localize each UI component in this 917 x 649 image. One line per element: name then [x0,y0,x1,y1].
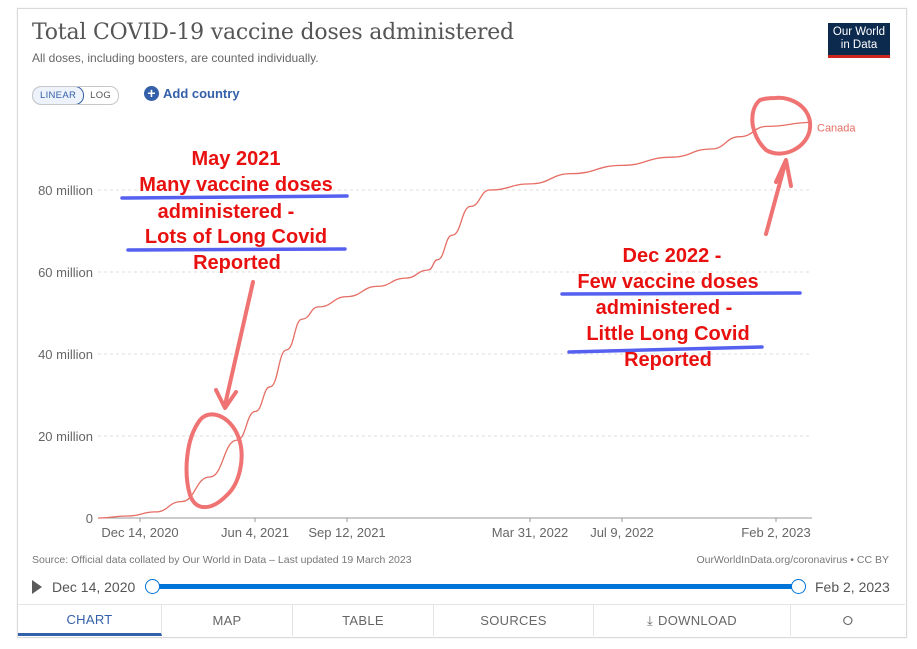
owid-logo[interactable]: Our World in Data [828,23,890,58]
y-tick-label: 80 million [38,183,93,198]
logo-line-1: Our World [832,26,886,38]
note-left-line-3: administered - [158,201,295,223]
y-tick-label: 20 million [38,429,93,444]
note-left-line-1: May 2021 [192,148,281,170]
x-tick-label: Feb 2, 2023 [741,525,810,540]
arrow-dec-2022 [764,162,787,236]
timeline-start-handle[interactable] [145,579,160,594]
note-right-line-2: Few vaccine doses [577,271,758,293]
timeline-end-handle[interactable] [791,579,806,594]
scale-toggle: LINEAR LOG [32,86,120,105]
tab-sources[interactable]: SOURCES [434,605,594,636]
circle-may-2021 [184,412,244,510]
y-tick-label: 60 million [38,265,93,280]
add-country-label: Add country [163,86,240,101]
arrowhead-dec-2022 [774,158,793,188]
tab-bar: CHART MAP TABLE SOURCES ⤓ DOWNLOAD ⭘ [18,604,905,636]
arrow-may-2021 [223,280,255,407]
tab-map[interactable]: MAP [162,605,293,636]
annotation-note-left: May 2021 Many vaccine doses administered… [139,148,332,274]
x-tick-label: Dec 14, 2020 [101,525,178,540]
underline-lots-long-covid [126,247,347,252]
logo-line-2: in Data [840,39,878,51]
note-left-line-4: Lots of Long Covid [145,226,327,248]
chart-title: Total COVID-19 vaccine doses administere… [32,20,514,45]
chart-subtitle: All doses, including boosters, are count… [32,51,319,65]
y-axis-ticks: 0 20 million 40 million 60 million 80 millio… [38,183,93,526]
timeline-track[interactable] [154,584,799,589]
x-tick-label: Jun 4, 2021 [221,525,289,540]
series-label-canada: Canada [817,122,856,134]
underline-many-doses [120,194,349,200]
y-tick-label: 0 [86,511,93,526]
note-right-line-3: administered - [596,297,733,319]
plus-circle-icon: + [144,86,159,101]
x-axis-ticks: Dec 14, 2020 Jun 4, 2021 Sep 12, 2021 Mar 3… [101,518,811,540]
underline-little-long-covid [567,345,764,354]
linear-scale-button[interactable]: LINEAR [33,87,85,104]
grid-lines [98,189,812,519]
annotation-underlines [120,194,802,354]
timeline-start-label: Dec 14, 2020 [52,579,136,595]
note-right-line-1: Dec 2022 - [623,245,722,267]
add-country-button[interactable]: + Add country [144,86,240,101]
annotation-ink [184,95,813,510]
underline-few-doses [560,291,802,296]
y-tick-label: 40 million [38,347,93,362]
tab-chart[interactable]: CHART [18,605,162,636]
x-tick-label: Jul 9, 2022 [590,525,654,540]
x-tick-label: Sep 12, 2021 [308,525,385,540]
source-note: Source: Official data collated by Our Wo… [32,554,412,566]
circle-dec-2022 [750,95,813,156]
series-line-canada[interactable] [97,121,813,519]
tab-share[interactable]: ⭘ [791,605,905,636]
timeline-end-label: Feb 2, 2023 [815,579,890,595]
annotation-note-right: Dec 2022 - Few vaccine doses administere… [577,245,758,371]
tab-download[interactable]: ⤓ DOWNLOAD [594,605,791,636]
play-icon[interactable] [32,580,42,594]
note-left-line-2: Many vaccine doses [139,174,332,196]
download-icon: ⤓ [646,612,654,628]
note-right-line-5: Reported [624,349,712,371]
tab-download-label: DOWNLOAD [658,613,737,628]
log-scale-button[interactable]: LOG [90,90,112,101]
chart-card [17,8,907,638]
share-icon: ⭘ [842,612,854,628]
timeline-slider: Dec 14, 2020 Feb 2, 2023 [32,576,890,598]
arrowhead-may-2021 [214,388,238,410]
note-left-line-5: Reported [193,252,281,274]
tab-table[interactable]: TABLE [293,605,434,636]
note-right-line-4: Little Long Covid [586,323,749,345]
x-tick-label: Mar 31, 2022 [492,525,569,540]
credit-link[interactable]: OurWorldInData.org/coronavirus • CC BY [696,554,889,566]
